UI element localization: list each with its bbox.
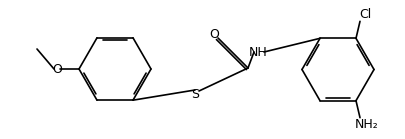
- Text: O: O: [209, 28, 218, 40]
- Text: NH₂: NH₂: [354, 118, 378, 131]
- Text: Cl: Cl: [358, 8, 370, 21]
- Text: S: S: [190, 89, 198, 101]
- Text: NH: NH: [248, 45, 267, 59]
- Text: O: O: [52, 63, 62, 75]
